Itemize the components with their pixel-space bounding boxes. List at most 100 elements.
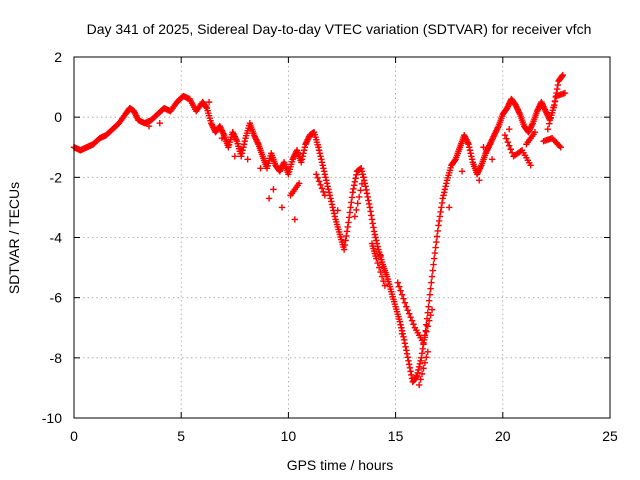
y-tick-label: 2 — [54, 49, 62, 65]
data-point — [362, 183, 369, 190]
y-tick-label: -10 — [42, 410, 62, 426]
data-point — [318, 156, 325, 163]
data-point — [467, 150, 474, 157]
data-point — [437, 208, 444, 216]
data-point — [315, 178, 323, 185]
data-point — [438, 204, 445, 211]
data-point — [424, 348, 431, 356]
data-point — [415, 366, 422, 374]
data-point — [405, 361, 413, 368]
data-point — [298, 159, 305, 166]
data-point — [480, 144, 487, 151]
data-point — [435, 222, 442, 229]
data-point — [345, 214, 353, 221]
data-point — [424, 323, 431, 330]
x-tick-label: 20 — [495, 428, 511, 444]
data-point — [418, 350, 426, 357]
data-point — [468, 153, 475, 160]
data-point — [373, 237, 380, 244]
data-point — [324, 183, 331, 190]
data-point — [313, 171, 320, 178]
data-point — [321, 171, 329, 178]
data-point — [218, 135, 226, 142]
data-point — [415, 363, 423, 371]
data-point — [504, 139, 512, 146]
data-point — [340, 246, 348, 253]
data-point — [315, 147, 323, 154]
data-point — [400, 295, 407, 302]
data-point — [425, 303, 432, 310]
data-point — [430, 255, 438, 262]
data-point — [405, 310, 413, 317]
x-tick-label: 15 — [388, 428, 404, 444]
data-point — [358, 165, 365, 172]
data-point — [318, 159, 326, 166]
data-point — [401, 299, 409, 306]
data-point — [419, 345, 426, 353]
data-point — [350, 185, 357, 193]
data-point — [270, 186, 277, 193]
data-point — [406, 364, 414, 372]
data-point — [440, 189, 448, 196]
y-tick-label: -8 — [50, 350, 63, 366]
data-point — [377, 268, 384, 276]
data-point — [547, 114, 554, 122]
x-axis-label: GPS time / hours — [287, 457, 394, 473]
data-point — [381, 282, 389, 289]
data-point — [301, 144, 309, 151]
data-point — [239, 147, 246, 154]
data-point — [417, 357, 424, 365]
y-tick-label: -4 — [50, 230, 63, 246]
data-point — [466, 144, 473, 151]
data-point — [322, 174, 329, 181]
data-point — [369, 220, 376, 227]
data-point — [323, 180, 331, 187]
data-point — [416, 360, 424, 368]
data-point — [438, 199, 446, 207]
data-point — [343, 232, 350, 240]
data-point — [422, 327, 429, 334]
data-point — [557, 144, 564, 151]
data-point — [363, 190, 371, 197]
data-point — [380, 277, 387, 285]
data-point — [378, 273, 386, 280]
data-point — [403, 350, 411, 358]
data-point — [373, 255, 380, 262]
data-point — [323, 177, 330, 184]
data-point — [397, 287, 404, 294]
data-point — [321, 192, 329, 199]
data-point — [414, 369, 421, 377]
data-point — [402, 343, 409, 351]
data-point — [241, 138, 249, 145]
data-point — [430, 261, 437, 268]
data-point — [503, 135, 510, 142]
data-point — [561, 89, 569, 97]
data-point — [238, 150, 246, 157]
data-point — [328, 201, 336, 208]
data-point — [451, 157, 459, 164]
data-point — [431, 249, 439, 257]
data-point — [156, 119, 163, 127]
data-point — [446, 204, 453, 211]
data-point — [404, 307, 411, 314]
data-point — [413, 373, 420, 381]
data-point — [407, 314, 414, 321]
data-point — [404, 354, 411, 361]
data-point — [554, 81, 562, 89]
data-point — [558, 72, 566, 80]
data-point — [359, 171, 366, 178]
data-point — [375, 264, 383, 271]
data-point — [395, 283, 403, 290]
data-point — [403, 303, 410, 310]
data-point — [559, 71, 567, 79]
data-point — [358, 180, 366, 188]
data-point — [531, 129, 539, 136]
x-tick-label: 5 — [177, 428, 185, 444]
data-point — [265, 195, 273, 202]
data-point — [442, 183, 449, 190]
data-point — [300, 150, 307, 157]
data-point — [355, 193, 363, 201]
data-point — [358, 168, 366, 175]
data-point — [295, 180, 303, 187]
data-point — [348, 199, 355, 206]
